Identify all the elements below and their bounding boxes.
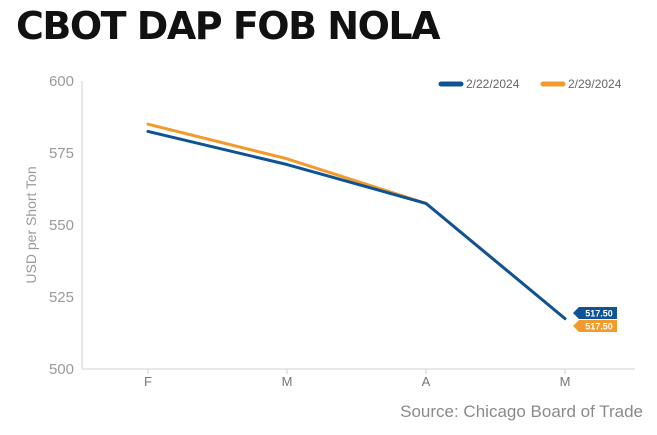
y-tick-label: 500 bbox=[49, 361, 74, 378]
y-tick-label: 525 bbox=[49, 289, 74, 306]
x-tick-label: M bbox=[282, 374, 293, 389]
x-tick-label: M bbox=[560, 374, 571, 389]
y-tick-label: 600 bbox=[49, 73, 74, 90]
end-label-value-2: 517.50 bbox=[585, 322, 613, 332]
series-group bbox=[146, 122, 567, 321]
end-label-tag-2 bbox=[573, 320, 617, 332]
series-line-2 bbox=[146, 122, 567, 321]
y-axis-title: USD per Short Ton bbox=[23, 166, 39, 283]
end-labels: 517.50 517.50 bbox=[573, 307, 617, 332]
legend-label-2: 2/29/2024 bbox=[568, 77, 622, 91]
chart-title: CBOT DAP FOB NOLA bbox=[16, 4, 441, 48]
y-tick-label: 550 bbox=[49, 217, 74, 234]
x-tick-label: F bbox=[144, 374, 152, 389]
y-axis-tick-labels: 500 525 550 575 600 bbox=[49, 73, 74, 378]
x-tick-label: A bbox=[422, 374, 431, 389]
legend: 2/22/2024 2/29/2024 bbox=[438, 77, 622, 91]
series-line-1 bbox=[146, 129, 567, 321]
legend-label-1: 2/22/2024 bbox=[466, 77, 520, 91]
end-label-tag-1 bbox=[573, 307, 617, 319]
source-note: Source: Chicago Board of Trade bbox=[400, 402, 643, 421]
y-tick-label: 575 bbox=[49, 145, 74, 162]
end-label-value-1: 517.50 bbox=[585, 309, 613, 319]
